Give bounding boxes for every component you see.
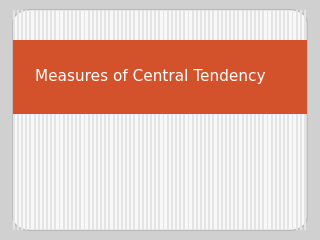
Bar <box>171 10 173 230</box>
Bar <box>146 10 148 230</box>
Bar <box>92 10 94 230</box>
Bar <box>75 10 77 230</box>
Bar <box>125 10 127 230</box>
Bar <box>179 10 181 230</box>
Bar <box>296 10 298 230</box>
Bar <box>21 10 23 230</box>
Bar <box>167 10 169 230</box>
Bar <box>196 10 198 230</box>
Bar <box>133 10 135 230</box>
Bar <box>54 10 56 230</box>
Bar <box>25 10 27 230</box>
Bar <box>154 10 156 230</box>
Bar <box>304 10 306 230</box>
Bar <box>108 10 110 230</box>
Bar <box>29 10 31 230</box>
Bar <box>113 10 115 230</box>
Bar <box>300 10 302 230</box>
Bar <box>204 10 206 230</box>
Bar <box>292 10 293 230</box>
Bar <box>237 10 239 230</box>
Bar <box>142 10 144 230</box>
Bar <box>175 10 177 230</box>
Bar <box>13 40 307 114</box>
Bar <box>79 10 81 230</box>
Bar <box>67 10 69 230</box>
Bar <box>225 10 227 230</box>
Bar <box>17 10 19 230</box>
Bar <box>88 10 90 230</box>
Bar <box>221 10 223 230</box>
Bar <box>59 10 60 230</box>
Bar <box>163 10 164 230</box>
Bar <box>150 10 152 230</box>
Bar <box>192 10 194 230</box>
Bar <box>212 10 214 230</box>
Bar <box>46 10 48 230</box>
FancyBboxPatch shape <box>13 10 307 230</box>
Bar <box>283 10 285 230</box>
Bar <box>71 10 73 230</box>
Bar <box>84 10 85 230</box>
Bar <box>250 10 252 230</box>
Bar <box>271 10 273 230</box>
Bar <box>96 10 98 230</box>
Bar <box>121 10 123 230</box>
Bar <box>267 10 268 230</box>
Bar <box>275 10 277 230</box>
Bar <box>233 10 235 230</box>
Bar <box>34 10 36 230</box>
Bar <box>63 10 65 230</box>
Bar <box>100 10 102 230</box>
Bar <box>246 10 248 230</box>
Bar <box>129 10 131 230</box>
Bar <box>42 10 44 230</box>
Bar <box>104 10 106 230</box>
Bar <box>258 10 260 230</box>
Bar <box>229 10 231 230</box>
Bar <box>138 10 140 230</box>
Bar <box>217 10 219 230</box>
Bar <box>38 10 40 230</box>
Bar <box>200 10 202 230</box>
Bar <box>13 10 15 230</box>
Bar <box>50 10 52 230</box>
Bar <box>254 10 256 230</box>
Bar <box>208 10 210 230</box>
Bar <box>183 10 185 230</box>
Bar <box>188 10 189 230</box>
Bar <box>262 10 264 230</box>
Bar <box>117 10 119 230</box>
Bar <box>242 10 244 230</box>
Bar <box>158 10 160 230</box>
Text: Measures of Central Tendency: Measures of Central Tendency <box>35 69 266 84</box>
Bar <box>287 10 289 230</box>
Bar <box>279 10 281 230</box>
